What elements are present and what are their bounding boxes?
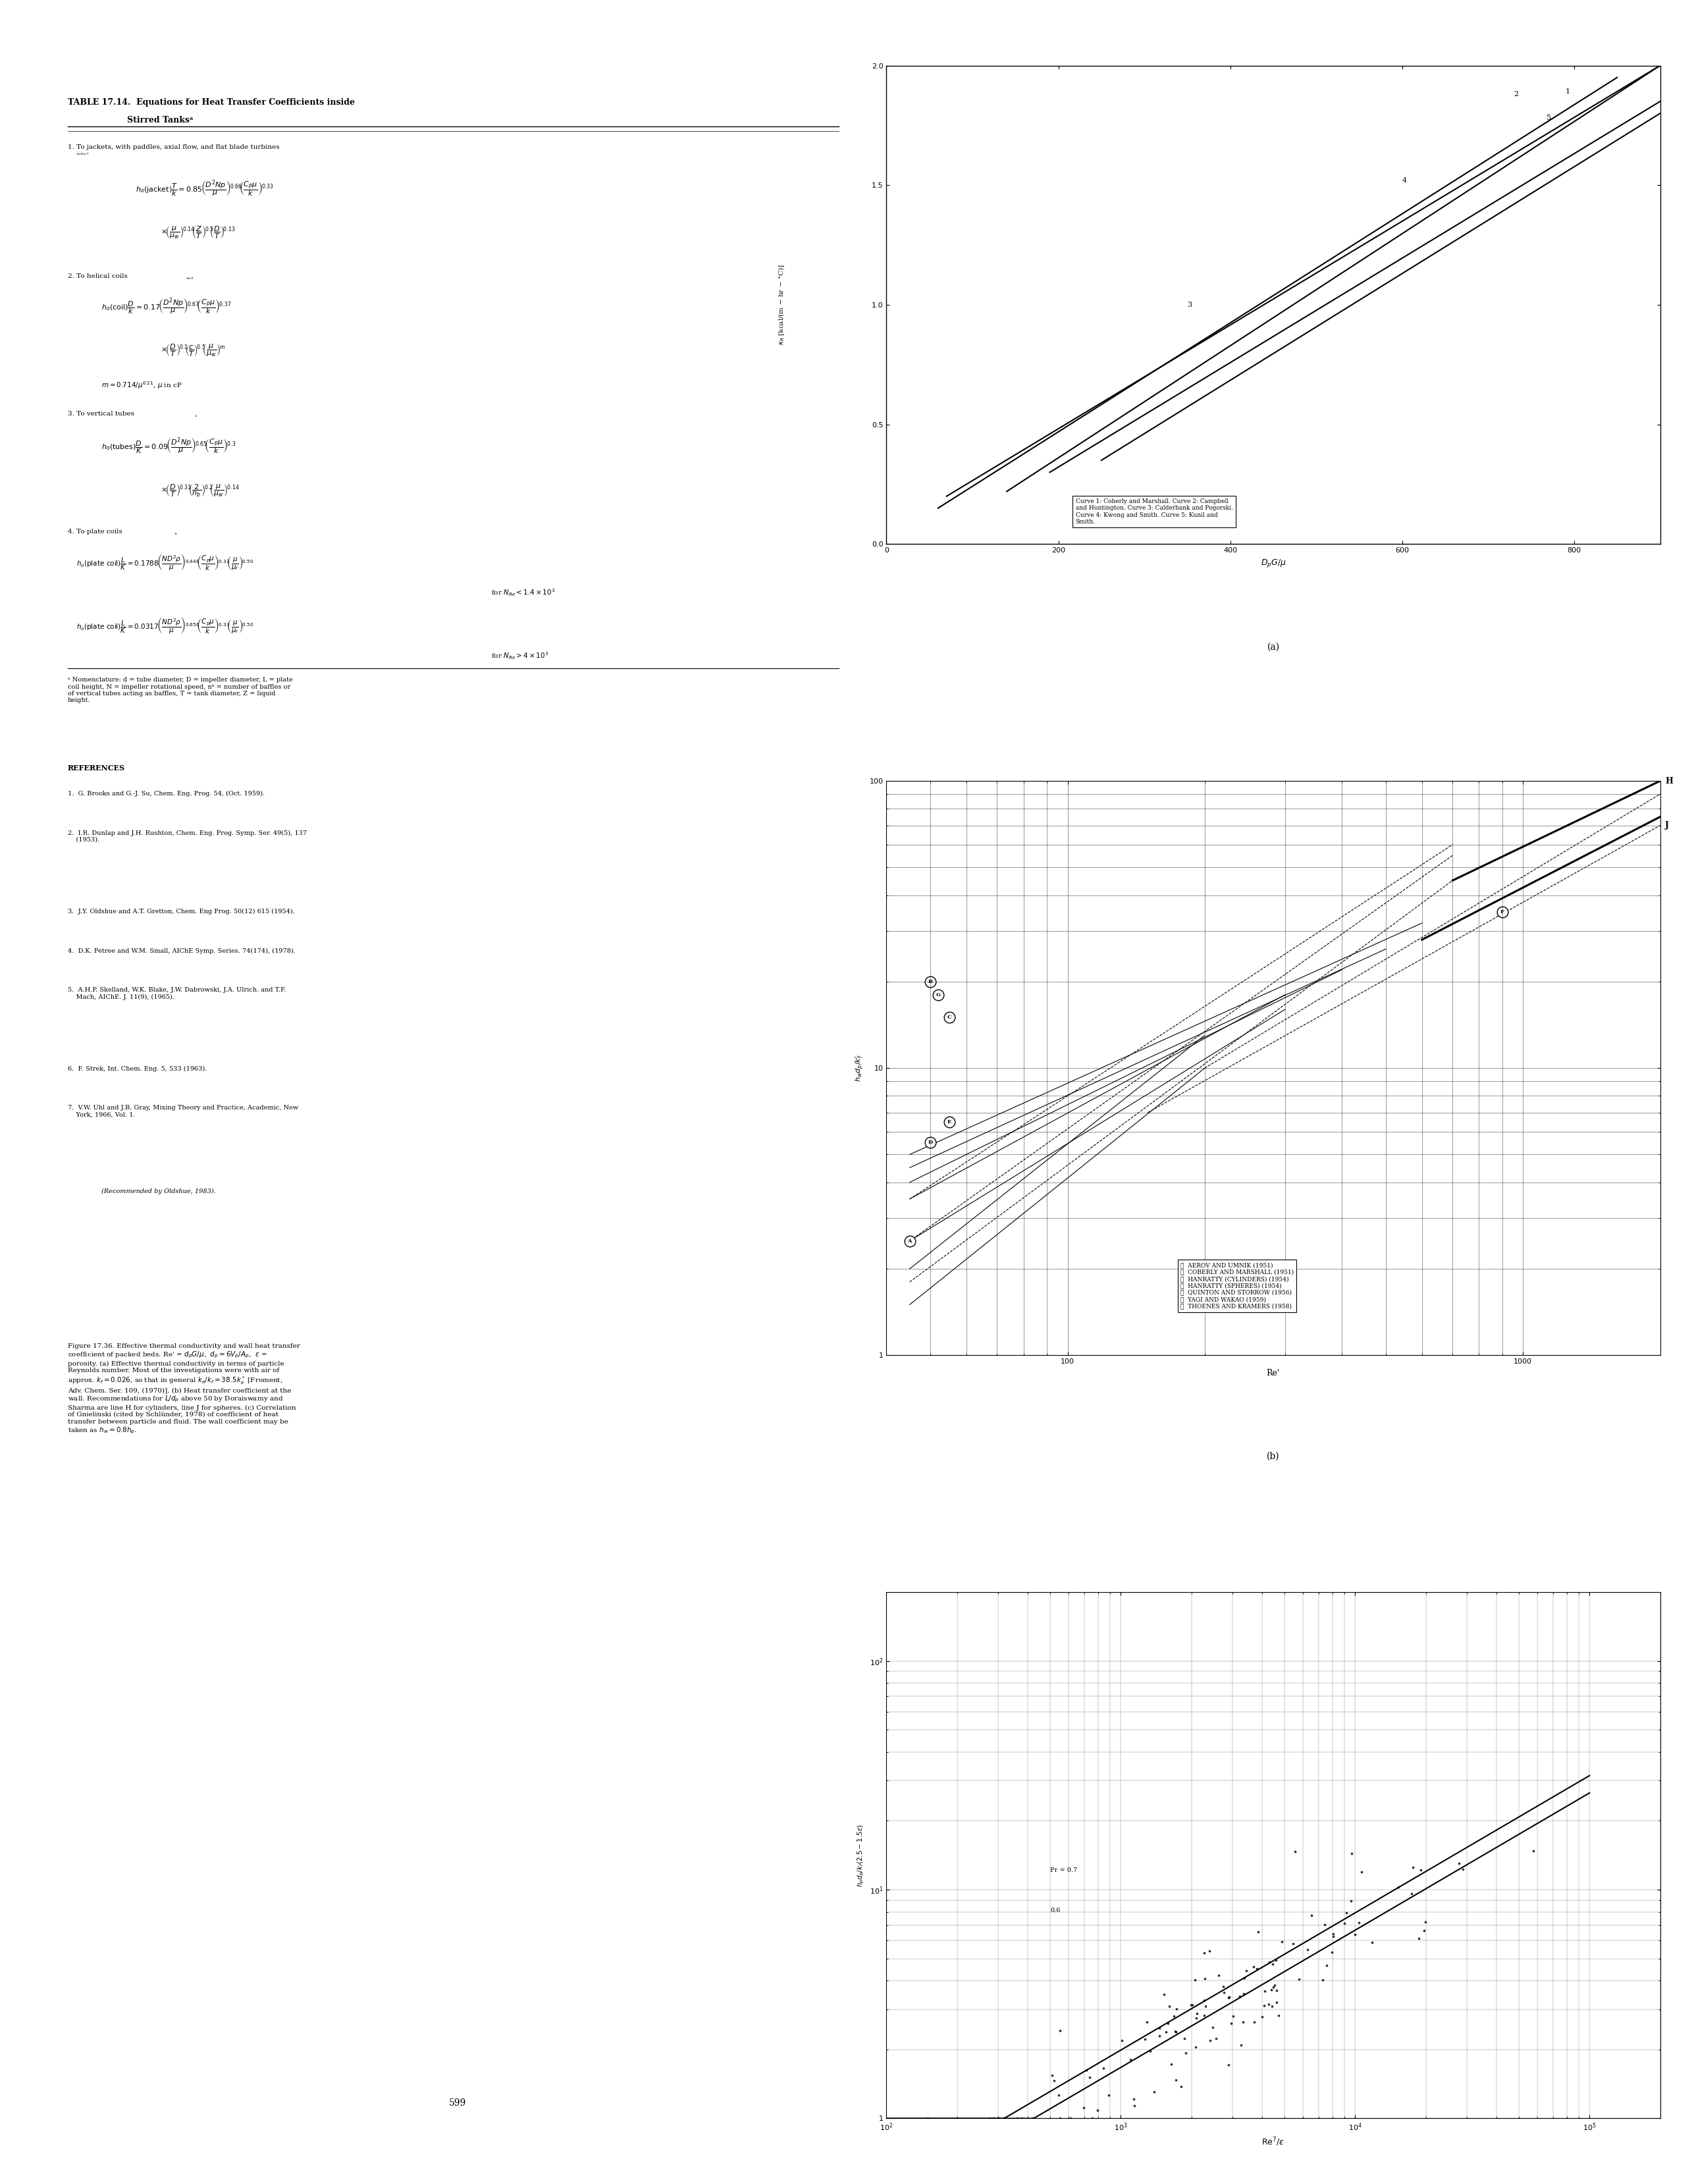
Point — [1338, 1837, 1365, 1872]
Point — [1318, 1935, 1345, 1970]
Text: $h_o(\mathrm{plate\ coil})\dfrac{L}{K} = 0.1788\!\left(\dfrac{ND^2\rho}{\mu}\rig: $h_o(\mathrm{plate\ coil})\dfrac{L}{K} =… — [76, 553, 254, 572]
Text: (Recommended by Oldshue, 1983).: (Recommended by Oldshue, 1983). — [102, 1188, 217, 1195]
Text: 1.  G. Brooks and G.-J. Su, Chem. Eng. Prog. 54, (Oct. 1959).: 1. G. Brooks and G.-J. Su, Chem. Eng. Pr… — [68, 791, 264, 797]
Point — [1215, 1981, 1242, 2016]
Text: $\times\!\left(\dfrac{\mu}{\mu_w}\right)^{\!0.14}\!\!\left(\dfrac{Z}{T}\right)^{: $\times\!\left(\dfrac{\mu}{\mu_w}\right)… — [161, 225, 235, 240]
Text: G: G — [937, 992, 940, 998]
Text: 5: 5 — [1547, 116, 1552, 122]
Text: 3: 3 — [1187, 301, 1193, 308]
Text: ⁴: ⁴ — [174, 533, 176, 537]
Point — [986, 2101, 1013, 2136]
Point — [1398, 1876, 1425, 1911]
Point — [1264, 1985, 1291, 2020]
Text: 599: 599 — [449, 2099, 466, 2108]
Text: Stirred Tanksᵃ: Stirred Tanksᵃ — [127, 116, 193, 124]
Point — [976, 2101, 1003, 2136]
Point — [1167, 2068, 1194, 2103]
Point — [1331, 1907, 1359, 1942]
Point — [1445, 1845, 1472, 1880]
Point — [1228, 2027, 1255, 2062]
Point — [1199, 2009, 1226, 2044]
Point — [1250, 1974, 1277, 2009]
X-axis label: Re': Re' — [1267, 1369, 1281, 1378]
Point — [1220, 1998, 1247, 2033]
Point — [1243, 1950, 1270, 1985]
Point — [1233, 1952, 1260, 1987]
Point — [1079, 2101, 1106, 2136]
X-axis label: $\mathrm{Re}^7/\varepsilon$: $\mathrm{Re}^7/\varepsilon$ — [1262, 2136, 1284, 2147]
Text: $m = 0.714/\mu^{0.21}$, $\mu$ in cP: $m = 0.714/\mu^{0.21}$, $\mu$ in cP — [102, 380, 183, 391]
Point — [1191, 1935, 1218, 1970]
Point — [1210, 1970, 1237, 2005]
Text: D: D — [928, 1140, 933, 1144]
Point — [1089, 2051, 1116, 2086]
Y-axis label: $h_p d_p / k_f (2.5 - 1.5\varepsilon)$: $h_p d_p / k_f (2.5 - 1.5\varepsilon)$ — [857, 1824, 866, 1887]
Point — [1259, 1987, 1286, 2022]
Point — [1399, 1850, 1426, 1885]
Point — [1182, 2001, 1210, 2035]
Point — [1196, 1933, 1223, 1968]
Text: Ⓐ  AEROV AND UMNIK (1951)
Ⓑ  COBERLY AND MARSHALL (1951)
Ⓒ  HANRATTY (CYLINDERS): Ⓐ AEROV AND UMNIK (1951) Ⓑ COBERLY AND M… — [1181, 1262, 1294, 1308]
Point — [1313, 1948, 1340, 1983]
Text: 7.  V.W. Uhl and J.B. Gray, Mixing Theory and Practice, Academic, New
    York, : 7. V.W. Uhl and J.B. Gray, Mixing Theory… — [68, 1105, 298, 1118]
Y-axis label: $\kappa_R$ [kcal/(m $-$ hr $-$ °C)]: $\kappa_R$ [kcal/(m $-$ hr $-$ °C)] — [778, 264, 786, 345]
Text: $\times\!\left(\dfrac{D}{T}\right)^{\!0.33}\!\!\left(\dfrac{2}{n_b}\right)^{\!0.: $\times\!\left(\dfrac{D}{T}\right)^{\!0.… — [161, 483, 241, 498]
Point — [1269, 1924, 1296, 1959]
Point — [1216, 1979, 1243, 2014]
Point — [1160, 1998, 1187, 2033]
Point — [1260, 1968, 1287, 2003]
Point — [979, 2101, 1006, 2136]
Point — [1345, 1904, 1372, 1939]
Text: 2: 2 — [1514, 92, 1518, 98]
Point — [1204, 1957, 1232, 1992]
Point — [1320, 1915, 1347, 1950]
Text: (a): (a) — [1267, 642, 1279, 651]
Point — [1384, 1870, 1411, 1904]
Text: E: E — [947, 1118, 952, 1125]
Point — [1162, 1992, 1189, 2027]
Point — [1248, 1998, 1276, 2033]
Text: F: F — [1501, 909, 1504, 915]
Point — [1181, 1963, 1208, 1998]
Point — [984, 2101, 1011, 2136]
Text: 3. To vertical tubes: 3. To vertical tubes — [68, 411, 134, 417]
Point — [1215, 2046, 1242, 2081]
Point — [1172, 2035, 1199, 2070]
Point — [1404, 1920, 1431, 1955]
Point — [1262, 1944, 1289, 1979]
Point — [1226, 1979, 1254, 2014]
Point — [1311, 1907, 1338, 1942]
Point — [1257, 1972, 1284, 2007]
Point — [1047, 2014, 1074, 2049]
Point — [1038, 2057, 1066, 2092]
Text: $h_o(\mathrm{tubes})\dfrac{D}{K} = 0.09\!\left(\dfrac{D^2Np}{\mu}\right)^{\!0.65: $h_o(\mathrm{tubes})\dfrac{D}{K} = 0.09\… — [102, 437, 235, 456]
Point — [1342, 1918, 1369, 1952]
Point — [1179, 1987, 1206, 2022]
Point — [1230, 2005, 1257, 2040]
Point — [1155, 1990, 1182, 2025]
Point — [1230, 1977, 1257, 2011]
Point — [1191, 1983, 1218, 2018]
Point — [1333, 1896, 1360, 1931]
Text: B: B — [928, 978, 933, 985]
Point — [1116, 2042, 1143, 2077]
Point — [1259, 1946, 1286, 1981]
Text: C: C — [947, 1016, 952, 1020]
Point — [1145, 2009, 1172, 2044]
Point — [1279, 1926, 1306, 1961]
Point — [1108, 2022, 1135, 2057]
Point — [1171, 2020, 1198, 2055]
Point — [1076, 2060, 1103, 2094]
Point — [1255, 1987, 1282, 2022]
Text: ³ʷ⁵: ³ʷ⁵ — [186, 277, 193, 282]
Point — [1255, 1944, 1282, 1979]
Point — [1152, 2014, 1179, 2049]
Point — [1145, 2018, 1172, 2053]
Text: $h_o(\mathrm{jacket})\dfrac{T}{k} = 0.85\!\left(\dfrac{D^2Np}{\mu}\right)^{\!0.6: $h_o(\mathrm{jacket})\dfrac{T}{k} = 0.85… — [136, 179, 274, 199]
Point — [1240, 1948, 1267, 1983]
Point — [1182, 2029, 1210, 2064]
Point — [1162, 2014, 1189, 2049]
Point — [1337, 1883, 1364, 1918]
Point — [1057, 2101, 1084, 2136]
Point — [1096, 2077, 1123, 2112]
